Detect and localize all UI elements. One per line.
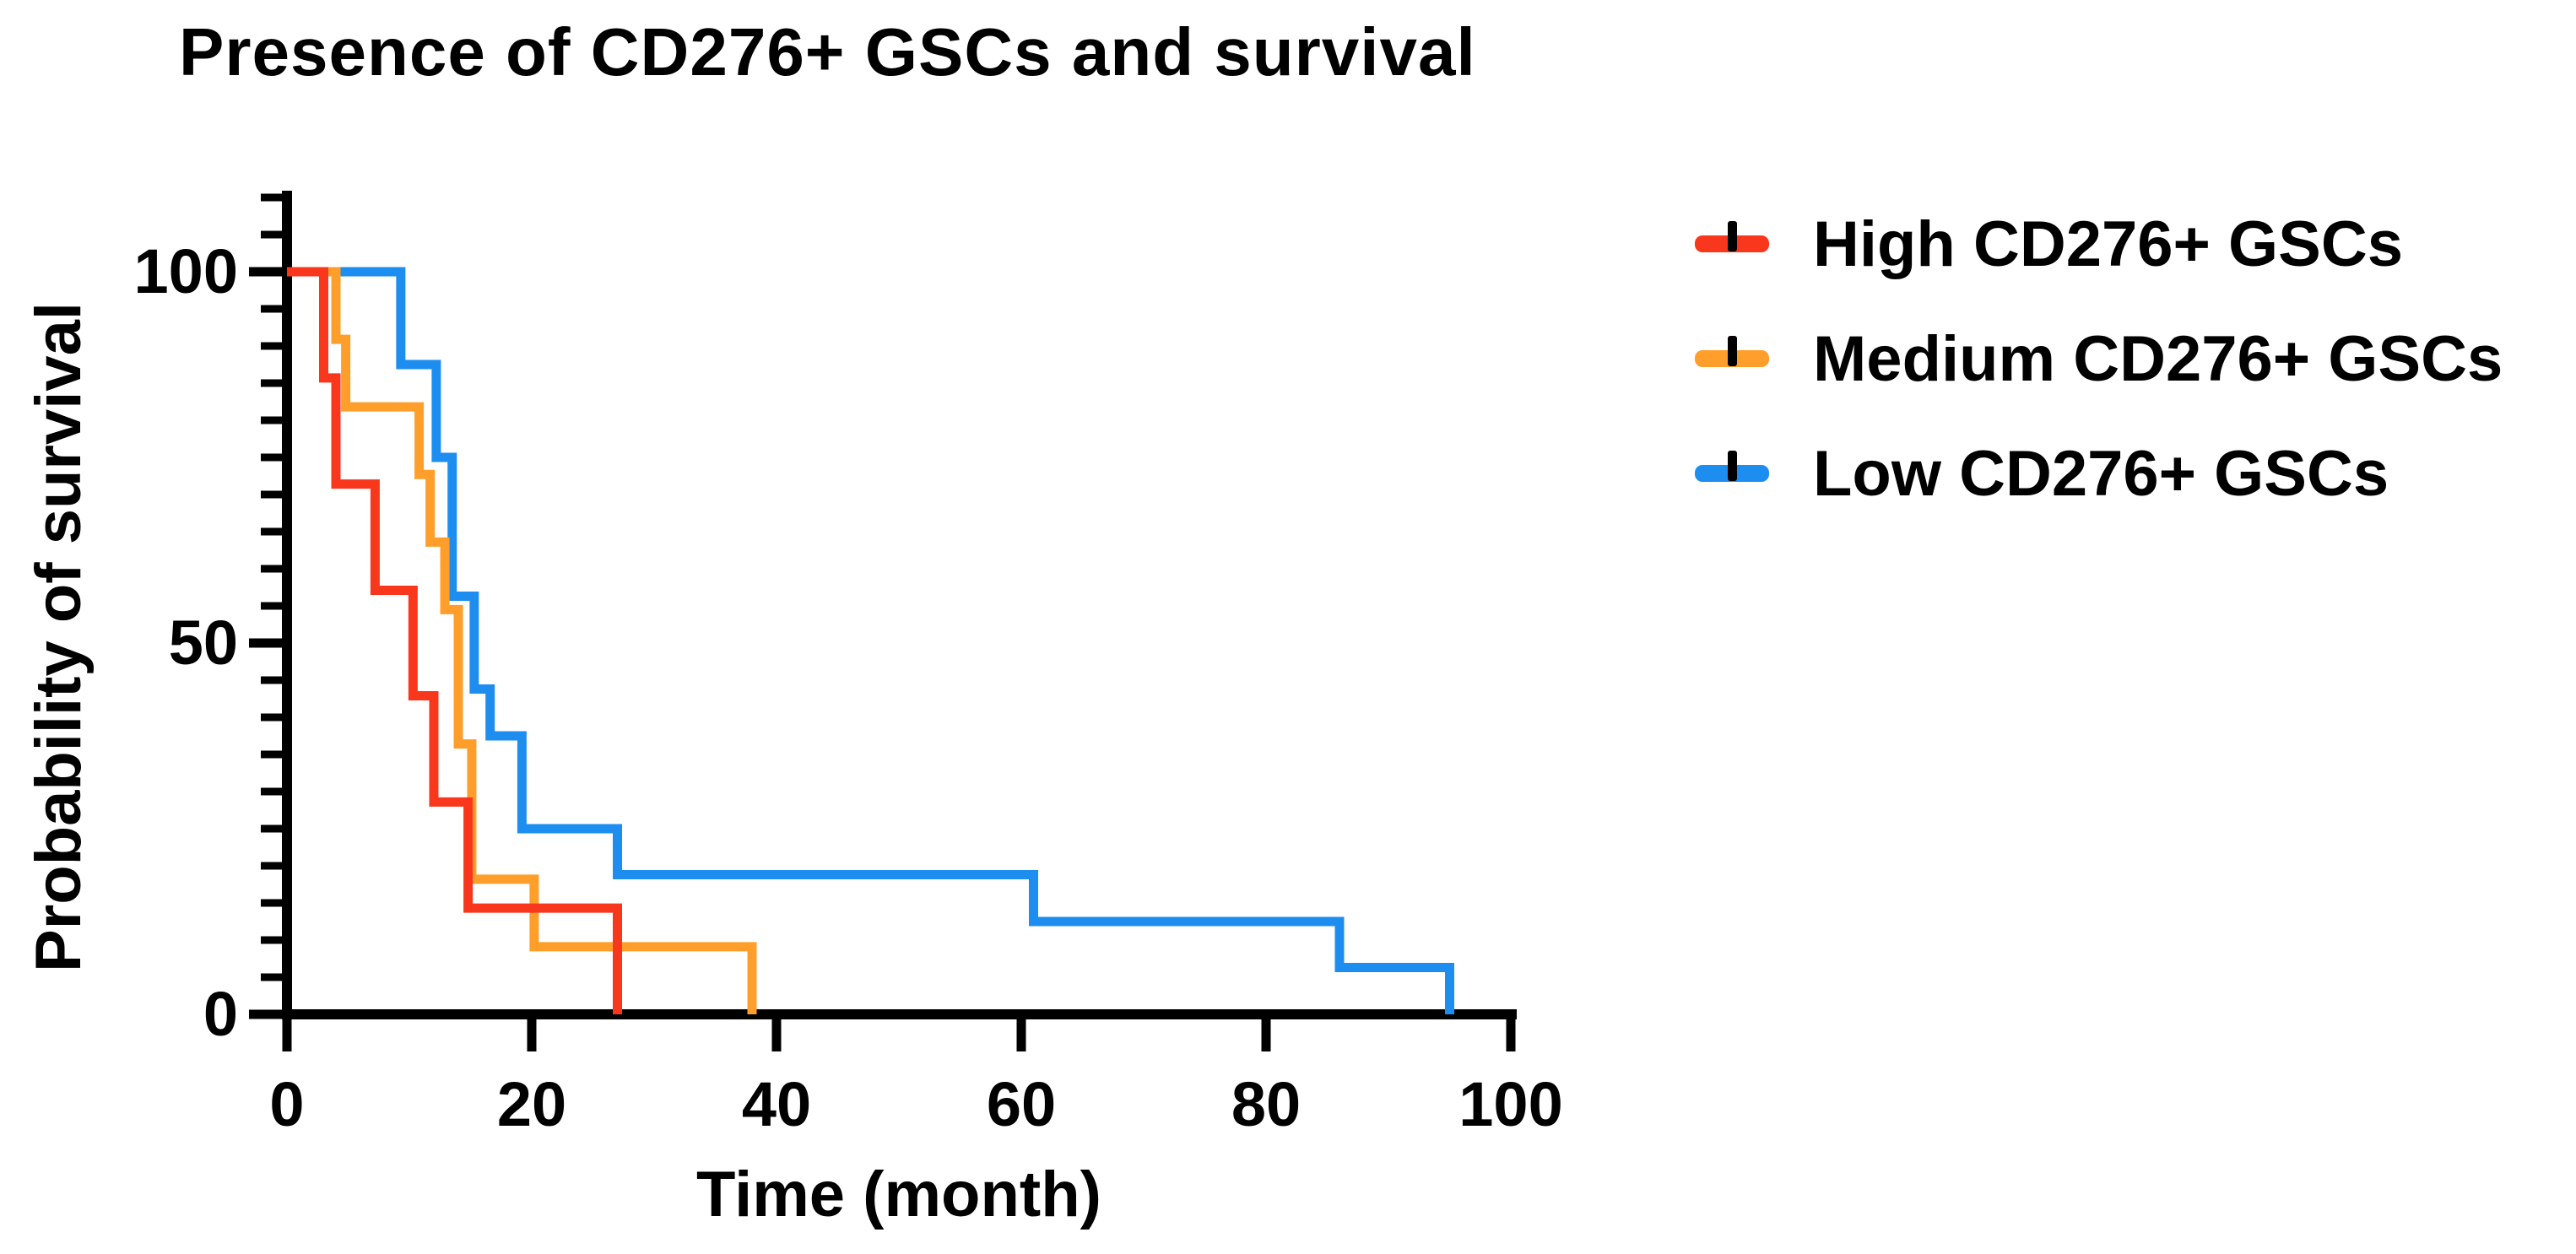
- svg-text:80: 80: [1231, 1069, 1301, 1139]
- svg-text:100: 100: [134, 236, 238, 306]
- km-curve-medium: [287, 267, 757, 1014]
- svg-text:50: 50: [169, 608, 238, 678]
- km-line-swatch-low: [1695, 451, 1769, 482]
- legend-label: Low CD276+ GSCs: [1813, 437, 2389, 510]
- km-line-swatch-high: [1695, 221, 1769, 252]
- legend-item-medium: Medium CD276+ GSCs: [1695, 322, 2503, 395]
- km-line-swatch-medium: [1695, 336, 1769, 367]
- svg-text:100: 100: [1458, 1069, 1562, 1139]
- x-axis-title: Time (month): [696, 1159, 1101, 1230]
- svg-text:0: 0: [203, 979, 238, 1049]
- legend-label: High CD276+ GSCs: [1813, 208, 2403, 280]
- censor-tick-icon: [1728, 221, 1737, 251]
- legend: High CD276+ GSCs Medium CD276+ GSCs Low …: [1695, 208, 2503, 510]
- km-curve-low: [287, 267, 1454, 1014]
- chart-title: Presence of CD276+ GSCs and survival: [179, 14, 1476, 89]
- censor-tick-icon: [1728, 451, 1737, 481]
- svg-text:60: 60: [987, 1069, 1056, 1139]
- svg-text:0: 0: [269, 1069, 304, 1139]
- censor-tick-icon: [1728, 336, 1737, 366]
- legend-label: Medium CD276+ GSCs: [1813, 322, 2503, 395]
- legend-item-low: Low CD276+ GSCs: [1695, 437, 2503, 510]
- legend-item-high: High CD276+ GSCs: [1695, 208, 2503, 280]
- svg-text:40: 40: [742, 1069, 811, 1139]
- svg-text:20: 20: [497, 1069, 566, 1139]
- km-curve-high: [287, 267, 622, 1014]
